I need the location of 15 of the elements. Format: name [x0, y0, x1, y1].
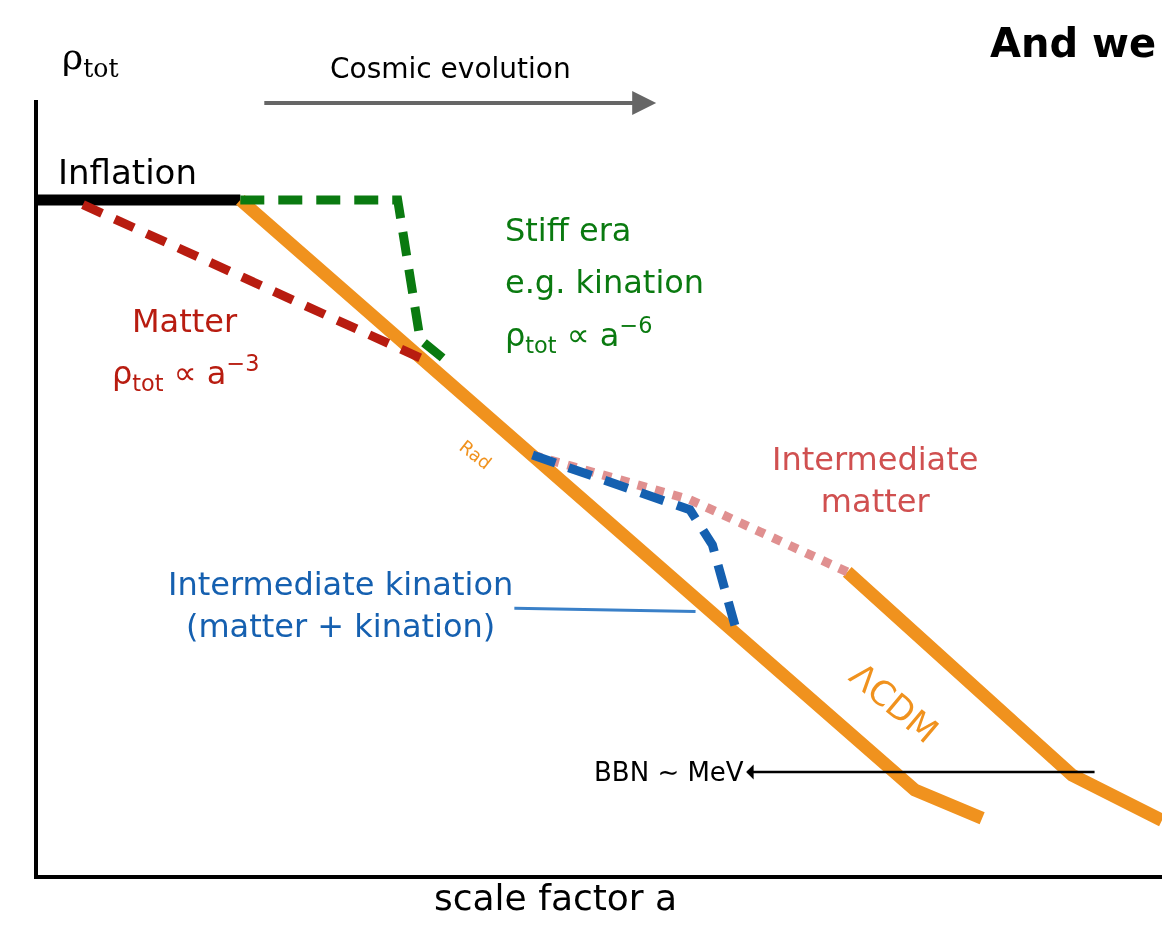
y-axis-title: ρ$_{tot}$ — [505, 316, 557, 359]
text: Cosmic evolution — [330, 52, 571, 85]
annotation: Matter — [132, 302, 238, 340]
annotation: e.g. kination — [505, 263, 705, 301]
text: ρ$_{tot}$ — [62, 36, 119, 83]
annotation: Stiff era — [505, 211, 632, 249]
chart-title: And we — [990, 19, 1157, 66]
annotation: Intermediate kination (matter + kination) — [168, 565, 514, 645]
annotation: ρ$_{tot}$ ∝ a$^{−3}$ — [112, 350, 260, 397]
text: ∝ a$^{−6}$ — [566, 312, 653, 355]
x-axis-title: scale factor a — [434, 877, 678, 918]
annotation: Rad — [455, 435, 496, 474]
text: Inflation — [58, 152, 197, 192]
annotation: BBN ∼ MeV — [594, 757, 744, 787]
annotation: Intermediate matter — [772, 440, 979, 520]
